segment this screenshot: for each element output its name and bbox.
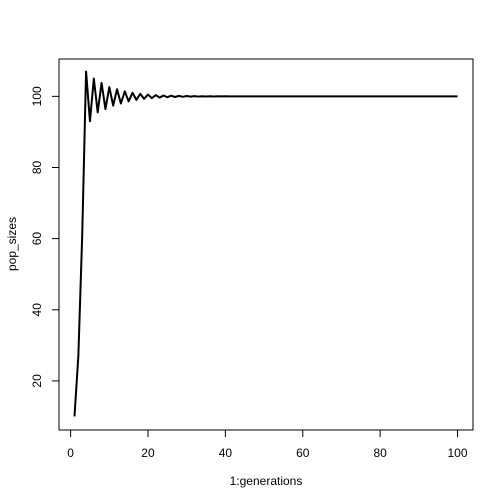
population-line <box>73 70 458 417</box>
y-axis: 20 40 60 80 100 <box>30 86 59 388</box>
x-tick-label: 60 <box>296 446 310 460</box>
x-tick-label: 20 <box>141 446 155 460</box>
x-tick-label: 40 <box>219 446 233 460</box>
y-tick-label: 20 <box>30 374 44 388</box>
x-tick-label: 0 <box>67 446 74 460</box>
y-axis-title: pop_sizes <box>5 217 19 271</box>
y-tick-label: 60 <box>30 232 44 246</box>
y-tick-label: 40 <box>30 303 44 317</box>
x-axis-title: 1:generations <box>230 474 303 488</box>
plot-frame <box>58 58 474 431</box>
y-tick-label: 100 <box>30 86 44 106</box>
x-tick-label: 80 <box>373 446 387 460</box>
y-tick-label: 80 <box>30 160 44 174</box>
x-tick-label: 100 <box>448 446 468 460</box>
x-axis: 0 20 40 60 80 100 <box>67 430 468 460</box>
